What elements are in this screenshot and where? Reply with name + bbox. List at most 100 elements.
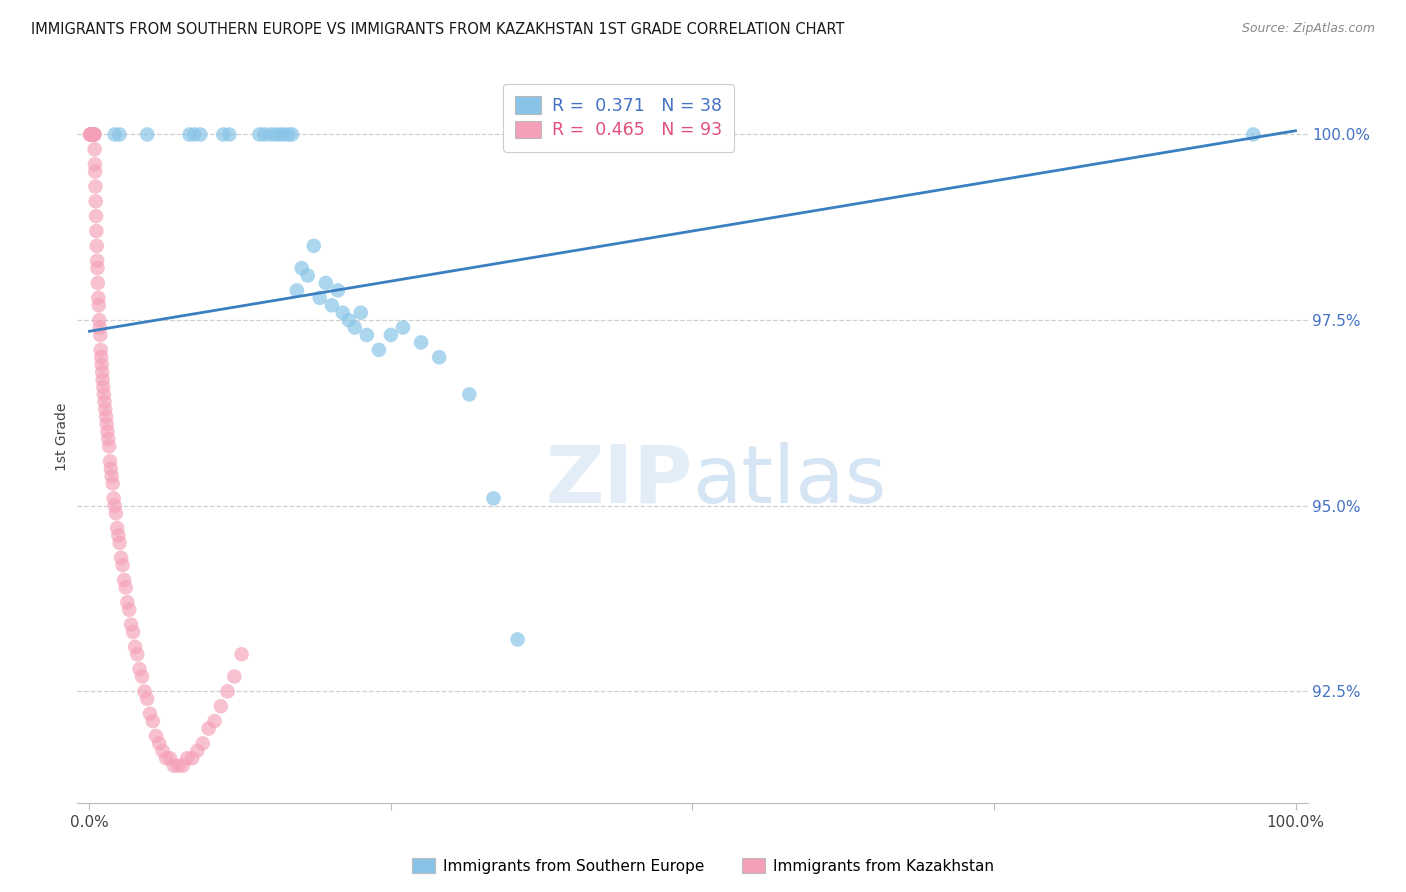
Point [80,128,103,142]
Point [98,439,121,453]
Point [356,328,378,343]
Point [82,128,104,142]
Point [108,128,131,142]
Point [176,751,198,765]
Point [297,268,319,283]
Point [101,476,124,491]
Point [264,128,287,142]
Point [83,128,105,142]
Point [179,128,201,142]
Point [204,714,226,728]
Point [142,714,165,728]
Point [380,328,402,343]
Point [84,179,107,194]
Point [82,128,104,142]
Point [183,128,205,142]
Text: ZIP: ZIP [546,442,693,520]
Point [155,751,177,765]
Point [281,128,304,142]
Point [82,128,104,142]
Point [90,343,112,357]
Point [80,128,103,142]
Point [308,291,330,305]
Point [217,684,239,698]
Point [100,461,122,475]
Point [337,313,360,327]
Point [191,736,214,750]
Point [131,669,153,683]
Point [93,387,115,401]
Point [80,128,103,142]
Point [136,691,159,706]
Point [136,128,159,142]
Point [145,729,167,743]
Point [139,706,162,721]
Point [122,625,145,640]
Point [148,736,170,750]
Point [409,335,432,350]
Point [249,128,271,142]
Point [83,128,105,142]
Point [291,261,314,276]
Point [427,351,450,365]
Point [392,320,415,334]
Point [87,298,110,312]
Y-axis label: 1st Grade: 1st Grade [55,403,69,471]
Point [86,239,108,253]
Point [224,669,246,683]
Point [82,128,104,142]
Point [231,648,253,662]
Point [84,209,107,223]
Point [87,291,110,305]
Point [181,751,204,765]
Point [218,128,240,142]
Point [114,581,136,595]
Point [96,417,118,431]
Point [84,164,107,178]
Point [128,662,150,676]
Point [94,409,117,424]
Point [1241,128,1264,142]
Point [167,758,190,772]
Point [350,306,373,320]
Point [321,298,343,312]
Point [172,758,194,772]
Point [86,224,108,238]
Point [326,284,349,298]
Point [212,128,235,142]
Point [93,394,115,409]
Text: Source: ZipAtlas.com: Source: ZipAtlas.com [1241,22,1375,36]
Point [82,128,104,142]
Point [104,128,127,142]
Point [87,276,110,290]
Point [84,157,107,171]
Point [80,128,103,142]
Point [91,380,114,394]
Point [277,128,299,142]
Point [96,425,118,439]
Point [152,744,174,758]
Point [105,521,128,535]
Point [110,550,132,565]
Point [127,648,149,662]
Point [482,491,505,506]
Point [120,617,142,632]
Point [79,128,101,142]
Point [79,128,101,142]
Text: IMMIGRANTS FROM SOUTHERN EUROPE VS IMMIGRANTS FROM KAZAKHSTAN 1ST GRADE CORRELAT: IMMIGRANTS FROM SOUTHERN EUROPE VS IMMIG… [31,22,845,37]
Point [343,320,366,334]
Point [124,640,146,654]
Point [259,128,281,142]
Point [91,365,114,379]
Legend: R =  0.371   N = 38, R =  0.465   N = 93: R = 0.371 N = 38, R = 0.465 N = 93 [503,84,734,152]
Point [269,128,291,142]
Text: atlas: atlas [693,442,887,520]
Point [197,722,219,736]
Point [80,128,103,142]
Point [163,758,186,772]
Point [285,284,308,298]
Point [86,261,108,276]
Point [458,387,481,401]
Point [253,128,276,142]
Point [273,128,295,142]
